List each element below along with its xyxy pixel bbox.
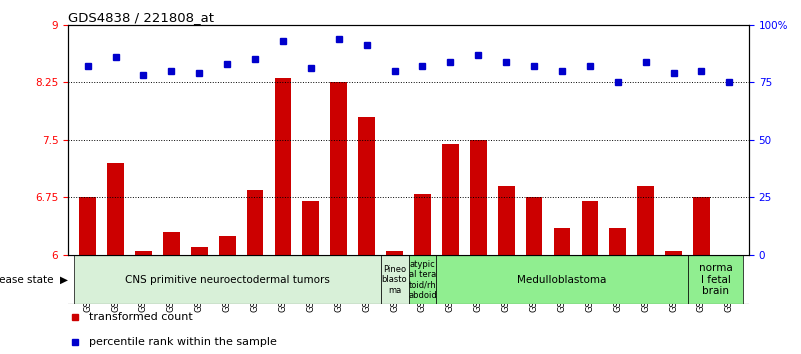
Bar (79, 198, 96, 354)
Bar (219, 236, 235, 354)
Bar (107, 163, 124, 354)
Bar (687, 255, 743, 304)
Text: transformed count: transformed count (89, 312, 192, 322)
Bar (442, 144, 459, 354)
Text: CNS primitive neuroectodermal tumors: CNS primitive neuroectodermal tumors (125, 275, 329, 285)
Bar (380, 255, 409, 304)
Bar (191, 247, 207, 354)
Bar (74, 255, 380, 304)
Bar (638, 186, 654, 354)
Bar (553, 228, 570, 354)
Bar (303, 201, 320, 354)
Bar (358, 117, 375, 354)
Bar (414, 194, 431, 354)
Bar (247, 190, 264, 354)
Bar (163, 232, 179, 354)
Bar (497, 186, 514, 354)
Bar (610, 228, 626, 354)
Bar (386, 251, 403, 354)
Text: Pineo
blasto
ma: Pineo blasto ma (382, 265, 408, 295)
Bar (525, 198, 542, 354)
Text: disease state  ▶: disease state ▶ (0, 275, 68, 285)
Text: percentile rank within the sample: percentile rank within the sample (89, 337, 276, 347)
Bar (721, 255, 738, 354)
Text: GDS4838 / 221808_at: GDS4838 / 221808_at (68, 11, 214, 24)
Bar (135, 251, 152, 354)
Bar (275, 79, 292, 354)
Text: norma
l fetal
brain: norma l fetal brain (698, 263, 732, 296)
Bar (665, 251, 682, 354)
Bar (693, 198, 710, 354)
Bar (470, 140, 487, 354)
Bar (437, 255, 687, 304)
Text: Medulloblastoma: Medulloblastoma (517, 275, 606, 285)
Bar (409, 255, 437, 304)
Bar (582, 201, 598, 354)
Bar (330, 82, 347, 354)
Text: atypic
al tera
toid/rh
abdoid: atypic al tera toid/rh abdoid (408, 259, 437, 300)
